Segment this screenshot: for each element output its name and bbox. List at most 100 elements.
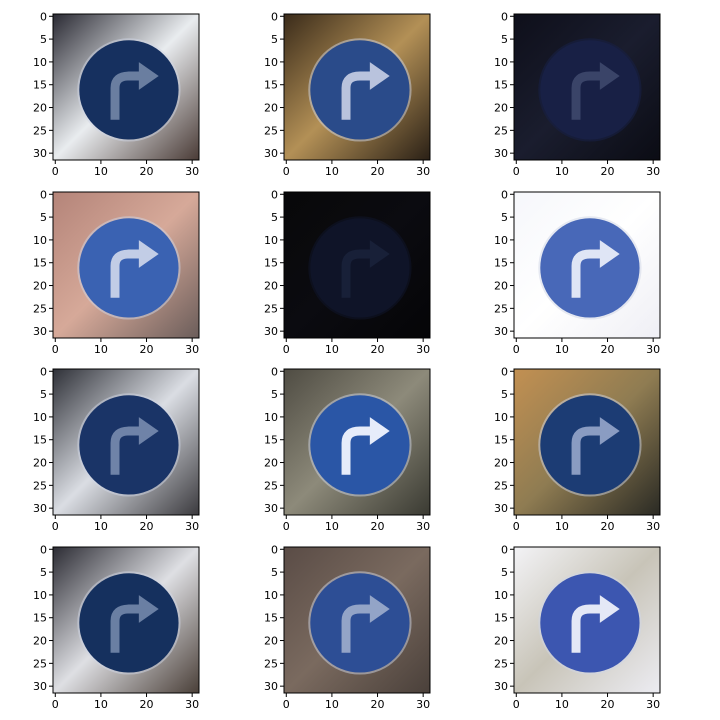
y-tick-label: 20	[494, 635, 508, 648]
y-tick-label: 0	[40, 543, 47, 556]
y-tick-label: 20	[33, 457, 47, 470]
y-tick-label: 25	[494, 124, 508, 137]
image-panel: 0 10 20 30 0 5 10 15 20 25 30	[494, 188, 661, 356]
y-tick-label: 10	[33, 589, 47, 602]
image-panel: 0 10 20 30 0 5 10 15 20 25 30	[494, 10, 661, 178]
arrow-head-icon	[138, 62, 159, 90]
axes-frame	[52, 368, 200, 516]
x-tick-label: 30	[416, 343, 430, 356]
y-tick-label: 25	[33, 124, 47, 137]
y-tick-label: 20	[494, 457, 508, 470]
arrow-head-icon	[599, 595, 620, 623]
traffic-sign-image	[53, 369, 199, 515]
y-tick-label: 20	[33, 280, 47, 293]
x-tick-label: 10	[94, 698, 108, 711]
y-tick-label: 5	[271, 33, 278, 46]
y-tick-label: 0	[501, 188, 508, 201]
y-tick-label: 5	[40, 566, 47, 579]
x-tick-label: 10	[325, 520, 339, 533]
arrow-head-icon	[369, 417, 390, 445]
x-tick-label: 20	[371, 343, 385, 356]
x-tick-label: 0	[513, 520, 520, 533]
x-tick-label: 30	[185, 520, 199, 533]
x-tick-label: 10	[325, 698, 339, 711]
y-tick-label: 15	[264, 257, 278, 270]
x-tick-label: 10	[94, 343, 108, 356]
axes-frame	[283, 191, 431, 339]
y-tick-label: 15	[33, 79, 47, 92]
image-panel: 0 10 20 30 0 5 10 15 20 25 30	[494, 543, 661, 711]
y-tick-label: 30	[264, 502, 278, 515]
traffic-sign-image	[514, 192, 660, 338]
x-tick-label: 20	[371, 520, 385, 533]
sign-disc	[310, 40, 410, 140]
axes-frame	[52, 191, 200, 339]
y-tick-label: 15	[494, 257, 508, 270]
right-turn-arrow-icon	[341, 604, 374, 653]
x-tick-label: 0	[52, 520, 59, 533]
axes-frame	[283, 546, 431, 694]
y-tick-label: 30	[33, 502, 47, 515]
x-tick-label: 30	[185, 165, 199, 178]
y-tick-label: 25	[494, 479, 508, 492]
axes-frame	[513, 368, 661, 516]
image-panel: 0 10 20 30 0 5 10 15 20 25 30	[494, 365, 661, 533]
sign-disc	[540, 40, 640, 140]
y-tick-label: 25	[494, 657, 508, 670]
y-tick-label: 5	[501, 566, 508, 579]
y-tick-label: 30	[494, 147, 508, 160]
y-tick-label: 30	[264, 325, 278, 338]
x-tick-label: 0	[52, 165, 59, 178]
x-tick-label: 0	[513, 165, 520, 178]
x-tick-label: 20	[140, 165, 154, 178]
axes-frame	[283, 13, 431, 161]
y-tick-label: 5	[40, 388, 47, 401]
arrow-head-icon	[599, 240, 620, 268]
traffic-sign-image	[284, 547, 430, 693]
y-tick-label: 25	[264, 124, 278, 137]
x-tick-label: 0	[283, 698, 290, 711]
y-tick-label: 25	[33, 657, 47, 670]
y-tick-label: 30	[494, 502, 508, 515]
y-tick-label: 5	[501, 33, 508, 46]
right-turn-arrow-icon	[110, 71, 143, 120]
y-tick-label: 10	[264, 411, 278, 424]
x-tick-label: 20	[371, 165, 385, 178]
x-tick-label: 30	[646, 698, 660, 711]
image-panel: 0 10 20 30 0 5 10 15 20 25 30	[264, 188, 431, 356]
y-tick-label: 10	[33, 411, 47, 424]
y-tick-label: 30	[264, 680, 278, 693]
right-turn-arrow-icon	[571, 249, 604, 298]
x-tick-label: 30	[185, 343, 199, 356]
x-tick-label: 20	[140, 698, 154, 711]
y-tick-label: 10	[264, 234, 278, 247]
y-tick-label: 15	[494, 612, 508, 625]
y-tick-label: 25	[33, 302, 47, 315]
y-tick-label: 10	[494, 234, 508, 247]
y-tick-label: 5	[501, 211, 508, 224]
y-tick-label: 30	[494, 325, 508, 338]
y-tick-label: 5	[271, 388, 278, 401]
traffic-sign-image	[514, 14, 660, 160]
right-turn-arrow-icon	[571, 604, 604, 653]
axes-frame	[513, 13, 661, 161]
axes-frame	[52, 546, 200, 694]
sign-disc	[79, 573, 179, 673]
y-tick-label: 20	[33, 102, 47, 115]
y-tick-label: 30	[494, 680, 508, 693]
arrow-head-icon	[138, 240, 159, 268]
y-tick-label: 5	[271, 211, 278, 224]
right-turn-arrow-icon	[571, 71, 604, 120]
y-tick-label: 10	[494, 589, 508, 602]
sign-disc	[540, 573, 640, 673]
image-panel: 0 10 20 30 0 5 10 15 20 25 30	[264, 365, 431, 533]
sign-disc	[310, 218, 410, 318]
x-tick-label: 10	[555, 343, 569, 356]
x-tick-label: 10	[94, 165, 108, 178]
traffic-sign-image	[284, 14, 430, 160]
x-tick-label: 30	[416, 520, 430, 533]
arrow-head-icon	[138, 595, 159, 623]
arrow-head-icon	[599, 62, 620, 90]
y-tick-label: 30	[33, 325, 47, 338]
